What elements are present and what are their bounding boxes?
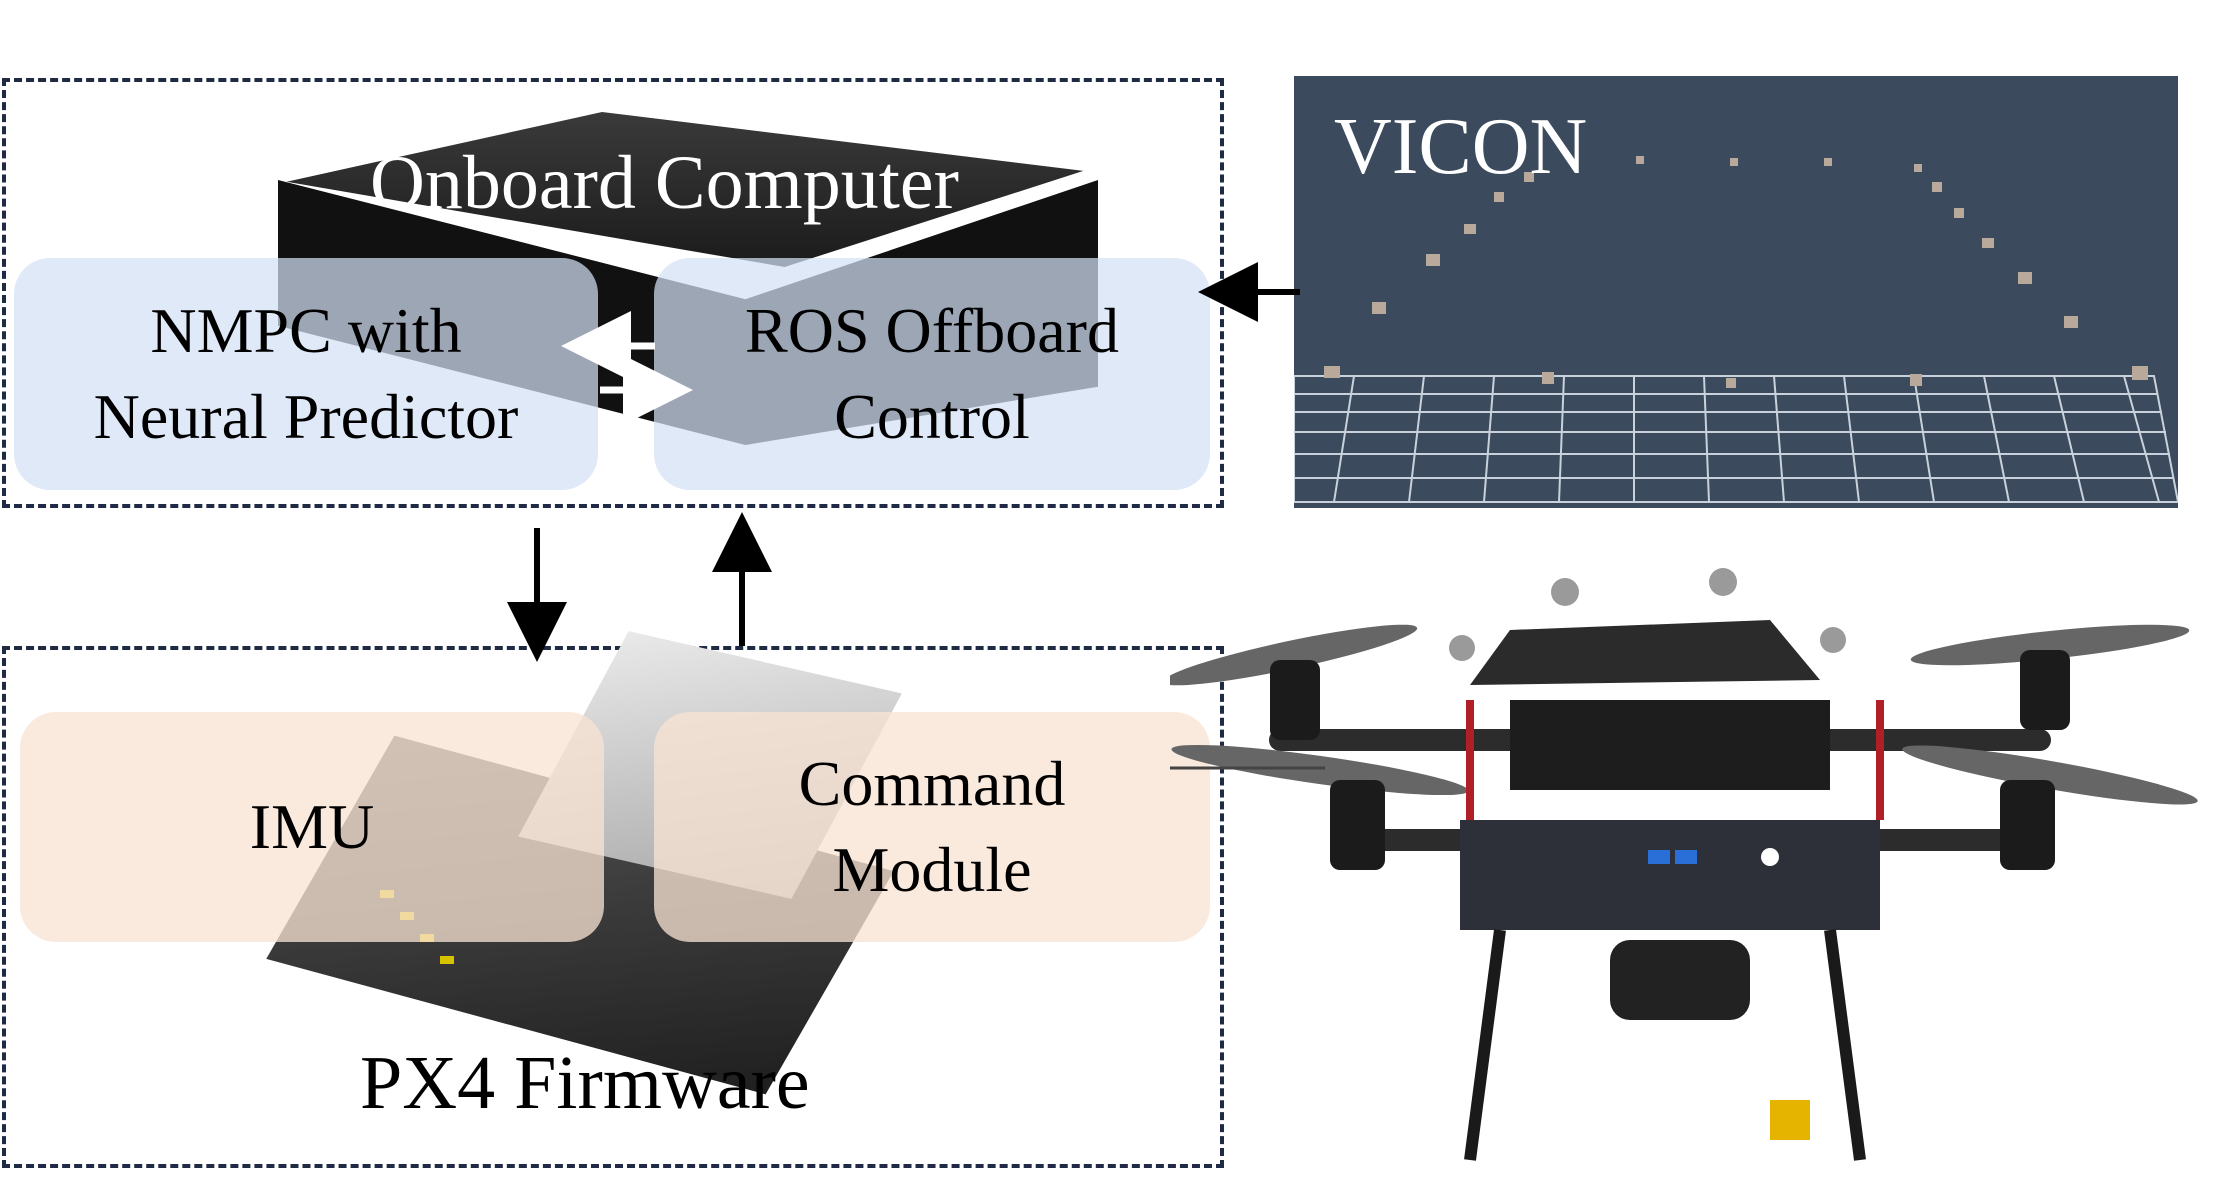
- camera-icon: [1730, 158, 1738, 166]
- vicon-label: VICON: [1334, 103, 1588, 191]
- camera-icon: [2018, 272, 2032, 284]
- usb-port-icon: [1675, 850, 1697, 864]
- camera-icon: [1824, 158, 1832, 166]
- camera-icon: [1982, 238, 1994, 248]
- camera-icon: [1954, 208, 1964, 218]
- camera-icon: [1914, 164, 1922, 172]
- camera-icon: [1494, 192, 1504, 202]
- usb-port-icon: [1648, 850, 1670, 864]
- quadrotor-drone-image: [1170, 568, 2198, 1161]
- camera-icon: [1426, 254, 1440, 266]
- red-standoffs: [1466, 700, 1884, 820]
- power-icon: [1761, 848, 1779, 866]
- camera-icon: [2064, 316, 2078, 328]
- pin-icon: [440, 956, 454, 964]
- camera-icon: [1524, 172, 1534, 182]
- px4-firmware-group: [2, 646, 1224, 1168]
- floor-grid: [1294, 375, 2178, 503]
- imu-block: IMU: [20, 712, 604, 942]
- vicon-scene: [1294, 156, 2178, 503]
- onboard-computer-title: Onboard Computer: [370, 141, 959, 225]
- camera-icon: [1932, 182, 1942, 192]
- connector: [1770, 1100, 1810, 1140]
- camera-icon: [1726, 378, 1736, 388]
- ros-offboard-control-block: ROS Offboard Control: [654, 258, 1210, 490]
- propellers: [1170, 624, 2198, 805]
- battery: [1610, 940, 1750, 1020]
- nmpc-neural-predictor-block: NMPC with Neural Predictor: [14, 258, 598, 490]
- camera-icon: [1910, 374, 1922, 386]
- motors: [1270, 650, 2070, 870]
- camera-icon: [2132, 366, 2148, 380]
- camera-array: [1324, 156, 2148, 388]
- camera-icon: [1372, 302, 1386, 314]
- camera-icon: [1542, 372, 1554, 384]
- camera-icon: [1636, 156, 1644, 164]
- marker-balls: [1449, 568, 1846, 661]
- landing-legs: [1464, 929, 1866, 1161]
- camera-icon: [1464, 224, 1476, 234]
- vicon-motion-capture-image: VICON: [1294, 76, 2178, 508]
- onboard-pc-mount: [1460, 820, 1880, 930]
- px4-firmware-title: PX4 Firmware: [360, 1041, 810, 1125]
- drone-body: [1510, 700, 1830, 790]
- command-module-block: Command Module: [654, 712, 1210, 942]
- camera-icon: [1324, 366, 1340, 378]
- top-plate: [1470, 620, 1820, 685]
